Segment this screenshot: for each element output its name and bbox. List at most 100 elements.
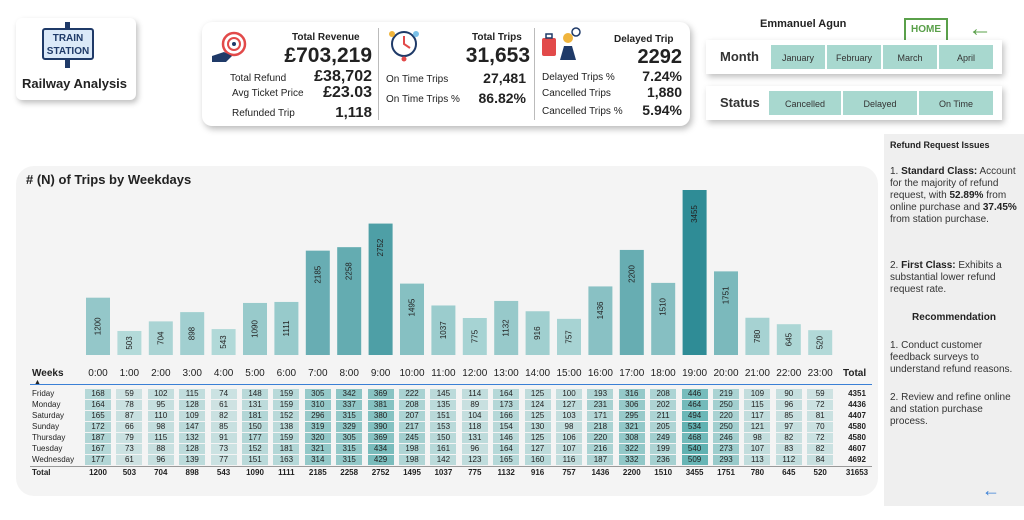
sign-post-top (65, 22, 70, 29)
table-cell: 308 (618, 433, 645, 443)
bar-13:00[interactable] (494, 300, 519, 355)
bar-16:00[interactable] (588, 286, 613, 355)
bar-label: 780 (753, 329, 762, 343)
bar-9:00[interactable] (368, 223, 393, 355)
month-option-february[interactable]: February (826, 44, 882, 70)
table-cell: 315 (336, 411, 363, 421)
bar-0:00[interactable] (86, 297, 110, 355)
column-total: 757 (562, 468, 576, 477)
kpi-divider (378, 28, 379, 120)
row-total: 4580 (848, 433, 866, 442)
table-cell: 132 (179, 433, 206, 443)
table-cell: 124 (524, 400, 551, 410)
table-cell: 198 (399, 444, 425, 454)
bar-8:00[interactable] (337, 247, 362, 355)
table-cell: 369 (367, 433, 394, 443)
table-cell: 114 (461, 389, 488, 399)
table-cell: 434 (367, 444, 394, 454)
hour-header: 11:00 (431, 368, 456, 379)
hour-header: 8:00 (339, 368, 359, 379)
on-time-pct-value: 86.82% (478, 90, 526, 106)
table-cell: 153 (430, 422, 457, 432)
page-title: Railway Analysis (22, 76, 128, 91)
bar-17:00[interactable] (619, 249, 644, 355)
bar-label: 1037 (439, 321, 448, 339)
bar-18:00[interactable] (651, 282, 676, 355)
month-option-january[interactable]: January (770, 44, 826, 70)
table-cell: 181 (273, 444, 300, 454)
bar-22:00[interactable] (776, 324, 801, 355)
table-cell: 222 (399, 389, 425, 399)
table-cell: 145 (430, 389, 457, 399)
back-arrow-icon[interactable]: ← (968, 15, 992, 42)
bar-4:00[interactable] (211, 329, 236, 355)
table-cell: 115 (147, 433, 174, 443)
bar-label: 1132 (502, 319, 511, 337)
table-cell: 87 (116, 411, 143, 421)
sign-post-bottom (65, 60, 70, 68)
table-total-divider (30, 466, 872, 467)
bar-7:00[interactable] (305, 250, 330, 355)
bar-label: 3455 (690, 205, 699, 223)
bar-1:00[interactable] (117, 330, 142, 355)
bar-3:00[interactable] (180, 312, 205, 355)
table-cell: 110 (147, 411, 174, 421)
bar-14:00[interactable] (525, 311, 550, 355)
bar-label: 2752 (376, 238, 385, 256)
month-option-march[interactable]: March (882, 44, 938, 70)
table-cell: 103 (556, 411, 582, 421)
bar-label: 1495 (408, 298, 417, 316)
row-total: 4407 (848, 411, 866, 420)
bar-21:00[interactable] (745, 317, 770, 355)
status-option-on-time[interactable]: On Time (918, 90, 994, 116)
bar-12:00[interactable] (462, 317, 487, 355)
table-row-day: Saturday (32, 411, 65, 420)
table-cell: 107 (744, 444, 771, 454)
table-cell: 125 (524, 433, 551, 443)
bar-2:00[interactable] (148, 321, 173, 355)
kpi-card: Total Revenue £703,219 Total Refund £38,… (202, 22, 690, 126)
table-cell: 104 (461, 411, 488, 421)
bar-11:00[interactable] (431, 305, 456, 355)
table-cell: 125 (524, 389, 551, 399)
bar-19:00[interactable] (682, 190, 707, 355)
month-option-april[interactable]: April (938, 44, 994, 70)
bar-23:00[interactable] (808, 330, 833, 355)
column-total: 704 (154, 468, 168, 477)
total-revenue-label: Total Revenue (292, 32, 360, 43)
insight-2-text: Exhibits a substantial lower refund requ… (890, 260, 1002, 295)
table-row-day: Thursday (32, 433, 66, 442)
table-cell: 148 (242, 389, 268, 399)
insight-1-text-a: Account for the majority of refund reque… (890, 166, 1016, 201)
cancelled-pct-value: 5.94% (642, 102, 682, 118)
sign-text-train: TRAIN (52, 33, 84, 44)
bar-15:00[interactable] (557, 318, 581, 355)
home-button[interactable]: HOME (904, 18, 948, 42)
table-cell: 77 (210, 455, 237, 465)
table-cell: 112 (775, 455, 802, 465)
hour-header: 1:00 (119, 368, 140, 379)
on-time-pct-label: On Time Trips % (386, 94, 460, 105)
status-option-cancelled[interactable]: Cancelled (768, 90, 842, 116)
hour-header: 5:00 (245, 368, 265, 379)
logo-card: TRAIN STATION Railway Analysis (16, 18, 136, 100)
bar-5:00[interactable] (243, 302, 267, 355)
table-cell: 534 (681, 422, 708, 432)
table-cell: 142 (430, 455, 457, 465)
table-cell: 138 (273, 422, 300, 432)
column-total: 775 (468, 468, 482, 477)
hour-header: 7:00 (308, 368, 328, 379)
bar-label: 1200 (94, 317, 103, 335)
table-cell: 322 (618, 444, 645, 454)
cancelled-trips-value: 1,880 (646, 84, 682, 100)
status-option-delayed[interactable]: Delayed (842, 90, 918, 116)
bar-6:00[interactable] (274, 301, 299, 355)
bar-10:00[interactable] (400, 283, 424, 355)
table-cell: 109 (744, 389, 771, 399)
bar-20:00[interactable] (714, 271, 738, 355)
back-arrow-icon[interactable]: ← (982, 480, 1000, 500)
table-cell: 78 (116, 400, 143, 410)
table-cell: 131 (461, 433, 488, 443)
sign-text-station: STATION (46, 46, 90, 57)
hour-header: 2:00 (151, 368, 171, 379)
